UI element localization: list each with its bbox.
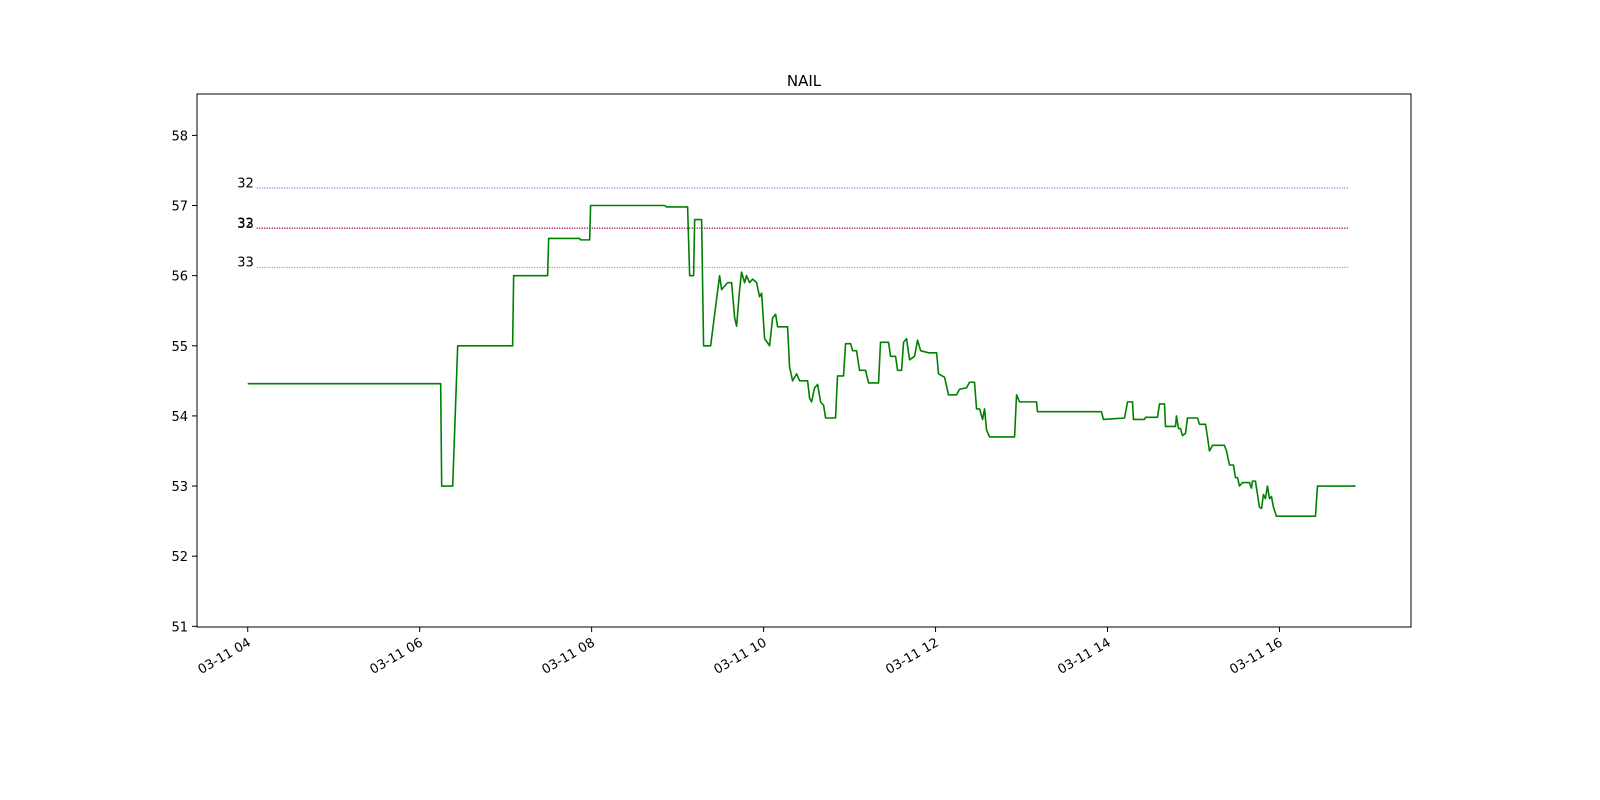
plot-frame [196, 93, 1412, 628]
reference-label: 32 [237, 216, 254, 231]
reference-label: 33 [237, 217, 254, 232]
data-line [247, 204, 1356, 517]
y-tick-label: 54 [171, 410, 188, 425]
y-tick-label: 53 [171, 480, 188, 495]
y-tick-label: 58 [171, 129, 188, 144]
y-tick-label: 56 [171, 270, 188, 285]
y-tick-label: 52 [171, 550, 188, 565]
y-tick-label: 55 [171, 340, 188, 355]
chart-title: NAIL [787, 72, 822, 90]
reference-label: 32 [237, 176, 254, 191]
y-tick-label: 57 [171, 200, 188, 215]
y-tick-label: 51 [171, 620, 188, 635]
reference-label: 33 [237, 256, 254, 271]
